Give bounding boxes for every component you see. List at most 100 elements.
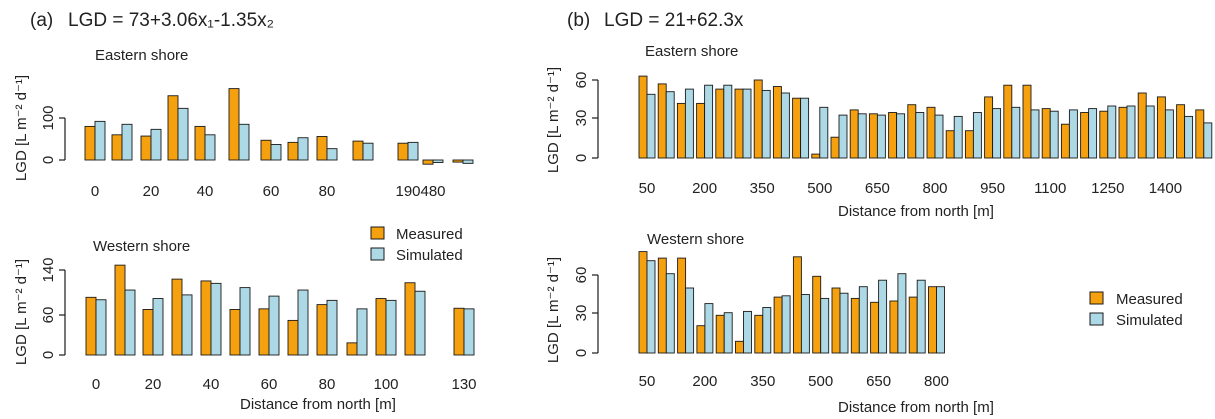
bar-simulated-1200 xyxy=(1088,108,1098,159)
bar-simulated-750 xyxy=(915,112,925,159)
bar-simulated-300 xyxy=(743,310,752,354)
x-tick-label: 40 xyxy=(197,183,214,200)
bar-simulated-50 xyxy=(646,260,656,354)
bar-simulated-80 xyxy=(326,148,338,161)
x-tick-label: 500 xyxy=(808,373,833,390)
chart-b-eastern-shore: Eastern shore Distance from north [m] 0 3… xyxy=(545,43,1213,220)
bar-measured-800 xyxy=(928,286,937,354)
bar-measured-300 xyxy=(734,88,744,159)
y-tick-label: 140 xyxy=(40,257,57,282)
bar-simulated-800 xyxy=(934,114,944,159)
bar-simulated-40 xyxy=(204,134,216,161)
legend-measured-swatch xyxy=(1089,291,1104,305)
x-tick-label: 50 xyxy=(639,180,656,197)
bar-simulated-550 xyxy=(839,292,849,354)
x-tick-label: 1400 xyxy=(1149,180,1182,197)
bar-simulated-800 xyxy=(936,286,945,354)
bar-measured-90 xyxy=(346,342,358,356)
chart-title: Eastern shore xyxy=(95,47,188,64)
y-axis-label: LGD [L m⁻² d⁻¹] xyxy=(13,75,30,181)
y-tick-label: 0 xyxy=(40,156,57,164)
x-tick-label: 500 xyxy=(807,180,832,197)
bar-simulated-600 xyxy=(462,159,474,164)
bar-measured-850 xyxy=(945,130,955,159)
x-axis-label: Distance from north [m] xyxy=(838,399,994,416)
y-axis-label: LGD [L m⁻² d⁻¹] xyxy=(545,67,562,173)
bar-measured-350 xyxy=(754,314,764,354)
bar-measured-100 xyxy=(657,83,667,159)
bar-measured-150 xyxy=(676,102,686,159)
bar-measured-1400 xyxy=(1156,96,1166,159)
bar-measured-30 xyxy=(171,278,183,356)
panel-a-equation: LGD = 73+3.06x₁-1.35x₂ xyxy=(68,10,274,31)
bar-measured-50 xyxy=(229,309,241,356)
legend-measured-swatch xyxy=(370,226,385,240)
bar-measured-800 xyxy=(926,106,936,159)
bar-measured-10 xyxy=(111,134,123,161)
chart-a-western-shore: Western shore Distance from north [m] 0 6… xyxy=(13,238,477,413)
x-tick-label: 20 xyxy=(143,183,160,200)
bar-simulated-450 xyxy=(800,294,810,354)
chart-title: Eastern shore xyxy=(645,43,738,60)
legend-a: Measured Simulated xyxy=(370,226,463,264)
chart-title: Western shore xyxy=(93,238,190,255)
bar-simulated-20 xyxy=(150,128,162,161)
bar-measured-80 xyxy=(316,136,328,161)
bar-simulated-80 xyxy=(326,299,338,356)
bar-measured-450 xyxy=(792,97,802,159)
bar-simulated-200 xyxy=(704,84,714,159)
x-tick-label: 100 xyxy=(373,376,398,393)
bar-simulated-1150 xyxy=(1068,109,1078,159)
bar-measured-550 xyxy=(830,136,840,159)
bar-measured-900 xyxy=(964,130,974,159)
bar-simulated-480 xyxy=(432,159,444,163)
bar-measured-500 xyxy=(812,275,822,354)
bar-measured-1250 xyxy=(1099,110,1109,159)
bar-simulated-650 xyxy=(876,114,886,159)
x-tick-label: 60 xyxy=(261,376,278,393)
bar-simulated-1000 xyxy=(1011,106,1021,159)
bar-simulated-1400 xyxy=(1164,109,1174,159)
x-tick-label: 1100 xyxy=(1034,180,1066,197)
bar-simulated-0 xyxy=(95,299,107,356)
chart-title: Western shore xyxy=(647,231,744,248)
chart-b-western-shore: Western shore Distance from north [m] 0 3… xyxy=(545,231,994,416)
bar-measured-150 xyxy=(352,140,364,161)
bar-measured-1350 xyxy=(1137,92,1147,159)
bar-measured-200 xyxy=(696,325,706,354)
bar-measured-400 xyxy=(772,86,782,159)
bar-simulated-90 xyxy=(356,308,368,356)
bar-measured-1200 xyxy=(1080,112,1090,159)
y-tick-label: 0 xyxy=(573,154,590,162)
x-tick-label: 950 xyxy=(980,180,1005,197)
bar-simulated-600 xyxy=(857,113,867,159)
bar-simulated-400 xyxy=(780,92,790,159)
x-tick-label: 0 xyxy=(91,183,99,200)
bar-measured-70 xyxy=(287,141,299,161)
x-tick-label: 650 xyxy=(866,373,891,390)
bar-simulated-200 xyxy=(704,303,714,354)
bar-measured-400 xyxy=(773,296,783,354)
bar-simulated-350 xyxy=(762,307,772,354)
bar-measured-1500 xyxy=(1195,109,1205,159)
x-tick-label: 50 xyxy=(639,373,656,390)
x-tick-label: 190 xyxy=(395,183,420,200)
bar-measured-950 xyxy=(984,96,994,159)
bar-measured-480 xyxy=(422,159,434,165)
bar-simulated-950 xyxy=(992,108,1002,159)
bar-simulated-850 xyxy=(953,115,963,159)
bar-measured-600 xyxy=(452,159,464,163)
x-axis-label: Distance from north [m] xyxy=(240,396,396,413)
bar-measured-20 xyxy=(142,309,154,356)
bar-measured-40 xyxy=(194,125,206,161)
bar-simulated-70 xyxy=(297,289,309,356)
x-tick-label: 20 xyxy=(145,376,162,393)
bar-measured-110 xyxy=(404,282,416,356)
bar-simulated-400 xyxy=(781,295,791,354)
bar-measured-350 xyxy=(753,79,763,159)
bar-measured-750 xyxy=(907,104,917,159)
bar-simulated-700 xyxy=(896,113,906,159)
bar-measured-130 xyxy=(453,307,465,356)
bar-simulated-1300 xyxy=(1126,105,1136,159)
